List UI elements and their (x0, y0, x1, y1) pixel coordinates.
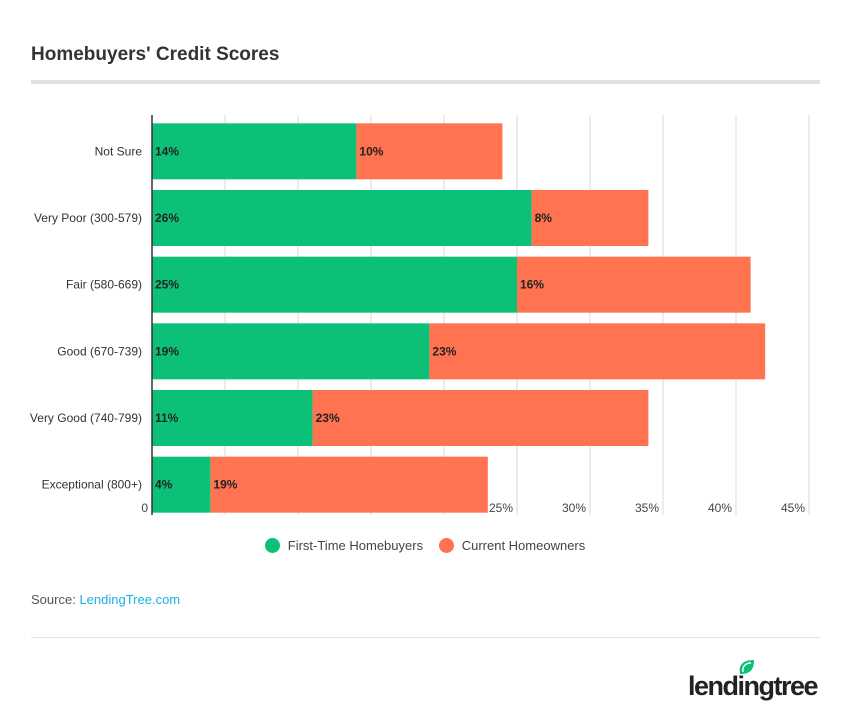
data-label: 23% (316, 411, 340, 425)
bar-segment (517, 256, 751, 313)
data-label: 14% (155, 144, 179, 158)
source-link[interactable]: LendingTree.com (79, 592, 181, 607)
data-label: 26% (155, 211, 179, 225)
legend-item-current[interactable]: Current Homeowners (438, 538, 586, 553)
x-tick-label: 25% (489, 501, 513, 515)
data-label: 19% (213, 478, 237, 492)
x-tick-label: 40% (708, 501, 732, 515)
data-label: 11% (155, 411, 179, 425)
svg-text:lendingtree: lendingtree (688, 671, 819, 701)
x-tick-label: 45% (781, 501, 805, 515)
bar-segment (312, 390, 649, 446)
x-tick-label: 0 (141, 501, 148, 515)
title-divider (31, 80, 820, 84)
y-category-label: Good (670-739) (57, 344, 142, 358)
bar-segment (356, 123, 503, 180)
data-label: 25% (155, 278, 179, 292)
data-label: 16% (520, 278, 544, 292)
y-category-label: Fair (580-669) (66, 278, 142, 292)
legend-swatch (264, 538, 280, 553)
bar-segment (152, 123, 357, 180)
data-label: 23% (432, 344, 456, 358)
legend-swatch (438, 538, 454, 553)
data-label: 4% (155, 478, 173, 492)
bar-segment (152, 190, 532, 246)
source: Source: LendingTree.com (31, 592, 180, 607)
legend-label: Current Homeowners (461, 538, 586, 553)
x-tick-label: 30% (562, 501, 586, 515)
data-label: 8% (535, 211, 553, 225)
chart-title: Homebuyers' Credit Scores (31, 44, 280, 65)
bar-segment (210, 456, 488, 513)
source-label: Source: (31, 592, 76, 607)
lendingtree-logo: lendingtree (688, 660, 823, 710)
legend-item-first-time[interactable]: First-Time Homebuyers (264, 538, 424, 553)
x-tick-label: 35% (635, 501, 659, 515)
bar-segment (152, 390, 313, 446)
y-category-label: Not Sure (95, 144, 143, 158)
legend: First-Time Homebuyers Current Homeowners (0, 538, 850, 556)
bar-segment (152, 256, 517, 313)
bar-segment (152, 456, 211, 513)
footer-divider (31, 637, 820, 638)
bar-segment (531, 190, 649, 246)
bar-chart: 05%10%15%20%25%30%35%40%45%Not Sure14%10… (30, 115, 810, 515)
y-category-label: Exceptional (800+) (42, 478, 142, 492)
bar-segment (152, 323, 430, 380)
y-category-label: Very Good (740-799) (30, 411, 142, 425)
y-category-label: Very Poor (300-579) (34, 211, 142, 225)
bar-segment (429, 323, 766, 380)
data-label: 10% (359, 144, 383, 158)
legend-label: First-Time Homebuyers (287, 538, 424, 553)
data-label: 19% (155, 344, 179, 358)
